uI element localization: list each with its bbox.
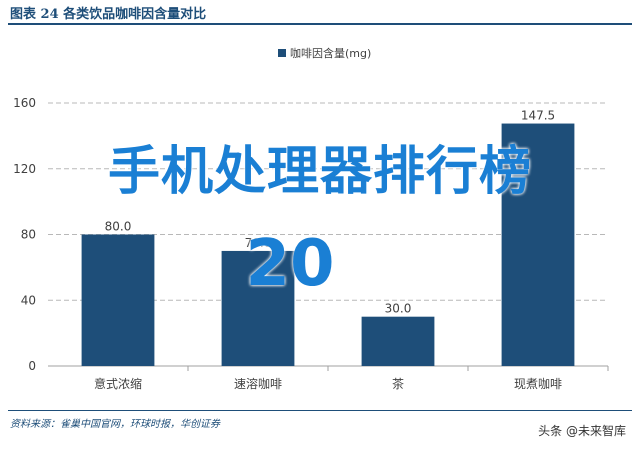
legend-swatch <box>278 49 286 57</box>
bar <box>81 234 155 366</box>
data-label: 70.0 <box>245 236 272 250</box>
overlay-number: 20 <box>245 227 335 301</box>
y-tick-label: 120 <box>13 162 36 176</box>
overlay-title: 手机处理器排行榜 <box>107 142 532 202</box>
watermark-credit: 头条 @未来智库 <box>538 424 626 438</box>
x-tick-label: 速溶咖啡 <box>234 376 282 391</box>
bar-chart: 0 40 80 120 160 80.0 意式浓缩 70.0 速溶咖啡 30.0 茶 147.5 现煮咖… <box>13 46 609 391</box>
title-rule <box>8 23 632 25</box>
source-note: 资料来源：雀巢中国官网，环球时报，华创证券 <box>10 419 220 430</box>
data-label: 80.0 <box>105 220 132 234</box>
x-tick-label: 意式浓缩 <box>94 376 142 391</box>
bar <box>501 123 575 366</box>
x-tick-label: 茶 <box>392 376 404 391</box>
data-label: 30.0 <box>385 302 412 316</box>
chart-frame: 0 40 80 120 160 80.0 意式浓缩 70.0 速溶咖啡 30.0 茶 147.5 现煮咖… <box>8 29 632 404</box>
y-tick-label: 80 <box>21 228 36 242</box>
y-tick-label: 160 <box>13 96 36 110</box>
bar <box>221 250 295 366</box>
y-tick-label: 40 <box>21 293 36 307</box>
data-label: 147.5 <box>521 109 555 123</box>
footer-rule <box>8 410 632 411</box>
bar <box>361 316 435 366</box>
x-tick-label: 现煮咖啡 <box>514 376 562 391</box>
figure-header: 图表 24 各类饮品咖啡因含量对比 <box>0 0 640 25</box>
figure-title: 图表 24 各类饮品咖啡因含量对比 <box>10 7 207 22</box>
y-tick-label: 0 <box>28 359 36 373</box>
legend-label: 咖啡因含量(mg) <box>290 46 371 60</box>
